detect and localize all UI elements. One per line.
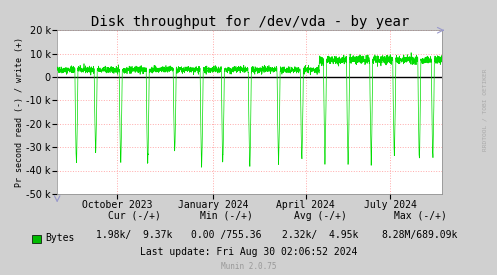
Text: 1.98k/  9.37k: 1.98k/ 9.37k	[96, 230, 172, 240]
Title: Disk throughput for /dev/vda - by year: Disk throughput for /dev/vda - by year	[90, 15, 409, 29]
Text: Bytes: Bytes	[46, 233, 75, 243]
Text: Cur (-/+): Cur (-/+)	[108, 211, 161, 221]
Y-axis label: Pr second read (-) / write (+): Pr second read (-) / write (+)	[14, 37, 23, 187]
Text: 2.32k/  4.95k: 2.32k/ 4.95k	[282, 230, 359, 240]
Text: Min (-/+): Min (-/+)	[200, 211, 252, 221]
Text: Munin 2.0.75: Munin 2.0.75	[221, 262, 276, 271]
Text: 0.00 /755.36: 0.00 /755.36	[191, 230, 261, 240]
Text: 8.28M/689.09k: 8.28M/689.09k	[382, 230, 458, 240]
Text: Last update: Fri Aug 30 02:06:52 2024: Last update: Fri Aug 30 02:06:52 2024	[140, 247, 357, 257]
Text: Avg (-/+): Avg (-/+)	[294, 211, 347, 221]
Text: RRDTOOL / TOBI OETIKER: RRDTOOL / TOBI OETIKER	[482, 69, 487, 151]
Text: Max (-/+): Max (-/+)	[394, 211, 446, 221]
